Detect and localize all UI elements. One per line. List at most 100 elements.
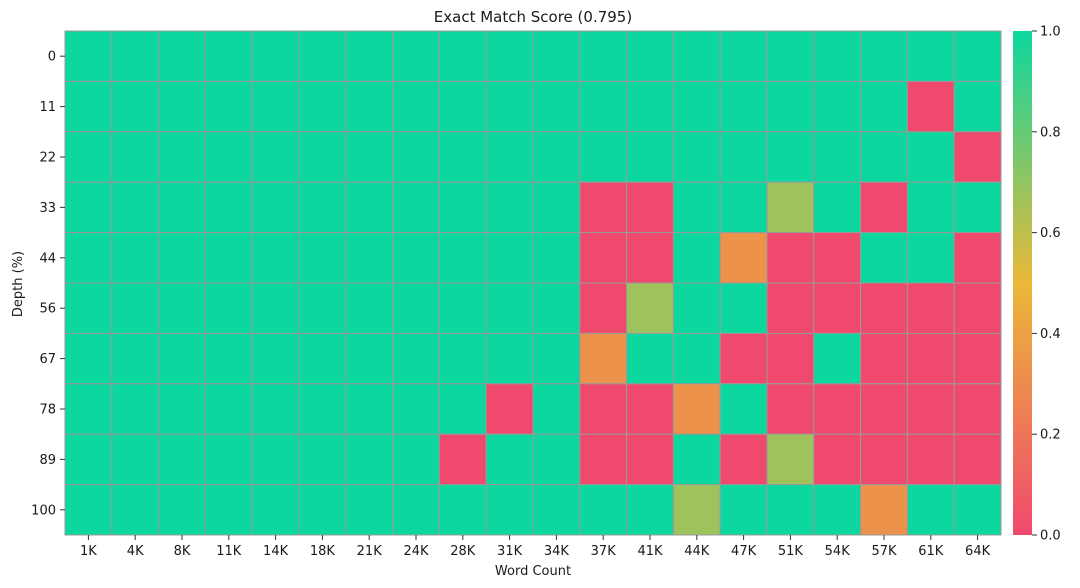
heatmap-cell [111,131,160,183]
heatmap-cell [860,131,908,183]
heatmap-cell [860,383,908,435]
heatmap-cell [579,181,628,234]
heatmap-cell [719,383,768,435]
heatmap-cell [158,232,206,284]
heatmap-cell [532,131,581,183]
heatmap-cell [813,484,862,536]
heatmap-cell [158,30,206,82]
y-tick-label: 56 [39,302,56,317]
heatmap-cell [298,484,347,536]
heatmap-cell [813,433,862,486]
heatmap-cell [111,30,160,82]
heatmap-cell [204,484,253,536]
heatmap-cell [579,332,628,385]
heatmap-cell [672,30,721,82]
heatmap-cell [485,80,534,133]
heatmap-cell [204,30,253,82]
heatmap-cell [813,181,862,234]
heatmap-cell [111,181,160,234]
x-tick-label: 34K [544,544,570,559]
heatmap-cell [392,181,440,234]
heatmap-cell [204,181,253,234]
heatmap-cell [485,282,534,334]
heatmap-cell [111,232,160,284]
heatmap-cell [485,332,534,385]
colorbar-tick-label: 0.6 [1040,226,1061,241]
heatmap-cell [392,80,440,133]
heatmap-cell [111,80,160,133]
heatmap-cell [64,332,113,385]
heatmap-cell [719,332,768,385]
y-tick-label: 22 [39,151,56,166]
y-tick-label: 33 [39,201,56,216]
heatmap-cell [719,282,768,334]
heatmap-cell [345,232,394,284]
heatmap-cell [626,232,674,284]
heatmap-cell [64,181,113,234]
heatmap-cell [64,30,113,82]
heatmap-cells [64,30,1002,536]
chart-title: Exact Match Score (0.795) [434,8,632,26]
heatmap-cell [626,484,674,536]
heatmap-cell [485,484,534,536]
heatmap-cell [906,383,955,435]
heatmap-cell [532,433,581,486]
heatmap-cell [111,433,160,486]
x-tick-label: 44K [684,544,710,559]
x-tick-label: 24K [403,544,429,559]
heatmap-cell [953,131,1002,183]
heatmap-cell [579,433,628,486]
x-tick-label: 61K [918,544,944,559]
heatmap-cell [906,232,955,284]
heatmap-cell [64,232,113,284]
x-tick-label: 28K [450,544,476,559]
y-axis-label: Depth (%) [11,251,26,317]
colorbar-ticks: 0.0 0.2 0.4 0.6 0.8 1.0 [1032,25,1061,544]
heatmap-cell [64,131,113,183]
y-axis-ticks: 0 11 22 33 44 56 67 78 89 100 [31,50,65,518]
heatmap-cell [626,433,674,486]
heatmap-cell [813,232,862,284]
heatmap-cell [532,332,581,385]
heatmap-cell [251,433,300,486]
heatmap-cell [953,282,1002,334]
heatmap-cell [906,131,955,183]
heatmap-cell [298,282,347,334]
heatmap-cell [392,282,440,334]
heatmap-cell [158,131,206,183]
heatmap-cell [579,383,628,435]
heatmap-cell [953,383,1002,435]
heatmap-cell [860,181,908,234]
heatmap-cell [111,282,160,334]
heatmap-cell [860,80,908,133]
heatmap-cell [953,80,1002,133]
heatmap-cell [906,30,955,82]
heatmap-cell [204,282,253,334]
heatmap-cell [626,332,674,385]
heatmap-cell [719,131,768,183]
heatmap-cell [438,332,487,385]
heatmap-cell [860,282,908,334]
heatmap-cell [204,332,253,385]
heatmap-cell [392,232,440,284]
heatmap-cell [719,232,768,284]
heatmap-cell [298,80,347,133]
heatmap-cell [345,383,394,435]
x-tick-label: 41K [637,544,663,559]
heatmap-cell [953,484,1002,536]
heatmap-cell [298,181,347,234]
heatmap-cell [251,181,300,234]
x-tick-label: 4K [127,544,144,559]
heatmap-cell [158,282,206,334]
heatmap-cell [345,131,394,183]
heatmap-cell [251,484,300,536]
heatmap-cell [672,383,721,435]
heatmap-cell [626,282,674,334]
heatmap-cell [906,332,955,385]
colorbar-tick-label: 0.0 [1040,529,1061,544]
heatmap-cell [532,484,581,536]
heatmap-cell [251,30,300,82]
heatmap-cell [672,433,721,486]
heatmap-cell [532,181,581,234]
heatmap-cell [485,131,534,183]
